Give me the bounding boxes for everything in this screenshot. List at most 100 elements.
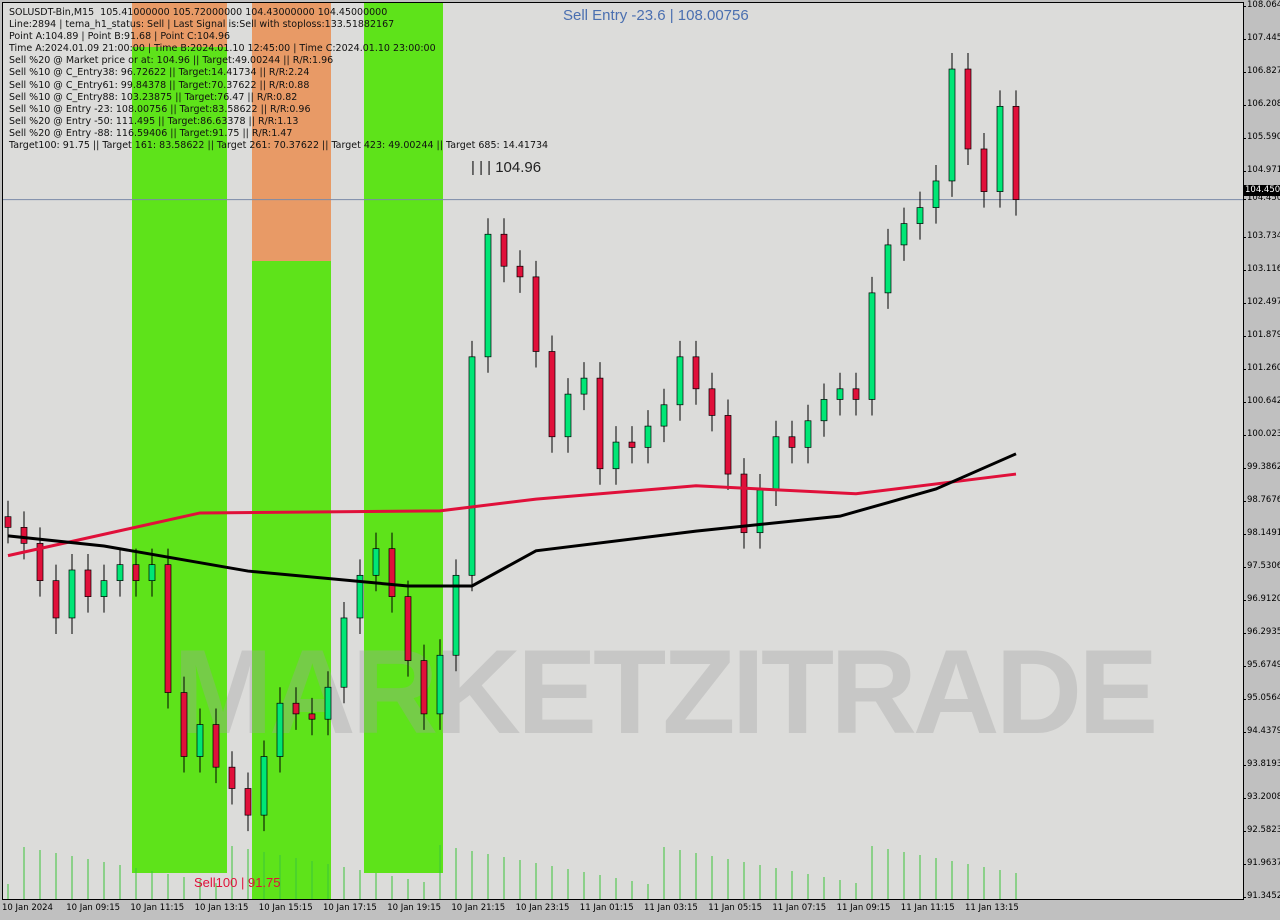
y-tick-label: 91.3452 [1242, 891, 1280, 901]
candle [244, 788, 252, 816]
y-tick-label: 96.2935 [1242, 627, 1280, 637]
candle [692, 356, 700, 390]
candle [1012, 105, 1020, 200]
x-tick-label: 11 Jan 05:15 [708, 903, 763, 913]
candle [420, 660, 428, 715]
candle [196, 724, 204, 757]
candle [756, 489, 764, 534]
signal-band-orange [132, 3, 227, 47]
candle [516, 265, 524, 278]
x-tick-label: 10 Jan 17:15 [323, 903, 377, 913]
candle [388, 548, 396, 597]
x-tick-label: 11 Jan 11:15 [900, 903, 955, 913]
y-tick-label: 100.023 [1242, 429, 1280, 439]
info-line: Target100: 91.75 || Target 161: 83.58622… [9, 140, 549, 152]
candle [84, 569, 92, 597]
candle [900, 223, 908, 246]
info-panel: SOLUSDT-Bin,M15 105.41000000 105.7200000… [9, 7, 548, 152]
candle [708, 388, 716, 416]
price-axis[interactable]: 108.064 107.445 106.827 106.208 105.590 104.9… [1242, 0, 1280, 920]
candle [276, 702, 284, 757]
candle [132, 564, 140, 581]
candle [228, 766, 236, 789]
candle [740, 473, 748, 534]
x-tick-label: 10 Jan 23:15 [515, 903, 570, 913]
y-tick-label: 107.445 [1242, 33, 1280, 43]
x-tick-label: 10 Jan 09:15 [66, 903, 121, 913]
candle [612, 441, 620, 470]
y-tick-label: 93.2008 [1242, 792, 1280, 802]
candle [676, 356, 684, 406]
y-tick-label: 99.3862 [1242, 462, 1280, 472]
y-tick-label: 103.734 [1242, 231, 1280, 241]
candle [452, 574, 460, 656]
candle [532, 276, 540, 352]
x-tick-label: 11 Jan 01:15 [579, 903, 634, 913]
y-tick-label: 101.260 [1242, 363, 1280, 373]
moving-average-red [7, 472, 1017, 558]
candle [596, 377, 604, 470]
y-tick-label: 98.7676 [1242, 495, 1280, 505]
y-tick-label: 95.6749 [1242, 660, 1280, 670]
candle [484, 233, 492, 358]
signal-band-green [364, 3, 443, 873]
x-tick-label: 11 Jan 07:15 [772, 903, 827, 913]
info-line: SOLUSDT-Bin,M15 105.41000000 105.7200000… [9, 7, 388, 18]
y-tick-label: 95.0564 [1242, 693, 1280, 703]
sell100-label: Sell100 | 91.75 [194, 875, 281, 890]
candle [836, 388, 844, 400]
candle [52, 580, 60, 619]
y-tick-label: 104.450 [1242, 193, 1280, 203]
candle [468, 356, 476, 576]
info-line: Sell %10 @ Entry -23: 108.00756 || Targe… [9, 103, 311, 115]
info-line: Sell %10 @ C_Entry88: 103.23875 || Targe… [9, 91, 298, 103]
candle [68, 569, 76, 619]
candle [724, 415, 732, 475]
candle [340, 617, 348, 688]
candle [644, 425, 652, 448]
signal-band-green [132, 47, 227, 873]
candle [868, 292, 876, 400]
candle [564, 393, 572, 438]
watermark: MARKETZITRADE [173, 625, 1158, 759]
candle [100, 580, 108, 597]
candle [436, 654, 444, 715]
x-tick-label: 10 Jan 21:15 [451, 903, 506, 913]
x-tick-label: 10 Jan 11:15 [130, 903, 185, 913]
chart-plot-area[interactable]: MARKETZITRADE SOLUSDT-Bin,M15 105.410000… [2, 2, 1244, 900]
candle [324, 686, 332, 720]
info-line: Time A:2024.01.09 21:00:00 | Time B:2024… [9, 43, 436, 55]
info-line: Sell %10 @ C_Entry38: 96.72622 || Target… [9, 67, 310, 79]
candle [372, 548, 380, 576]
y-tick-label: 100.642 [1242, 396, 1280, 406]
x-tick-label: 10 Jan 13:15 [194, 903, 249, 913]
candle [20, 527, 28, 544]
candle [884, 244, 892, 294]
time-axis[interactable]: 10 Jan 2024 10 Jan 09:15 10 Jan 11:15 10 Ja… [0, 899, 1280, 920]
candle [548, 351, 556, 438]
info-line: Sell %20 @ Market price or at: 104.96 ||… [9, 55, 334, 67]
candle [292, 702, 300, 715]
y-tick-label: 108.064 [1242, 0, 1280, 10]
x-tick-label: 10 Jan 2024 [2, 903, 53, 913]
info-line: Sell %20 @ Entry -50: 111.495 || Target:… [9, 115, 299, 127]
candle [180, 692, 188, 757]
sell-entry-label: Sell Entry -23.6 | 108.00756 [563, 7, 749, 24]
y-tick-label: 103.116 [1242, 264, 1280, 274]
info-line: Sell %10 @ C_Entry61: 99.84378 || Target… [9, 79, 310, 91]
x-tick-label: 10 Jan 15:15 [258, 903, 313, 913]
candle [932, 180, 940, 208]
moving-average-black [7, 452, 1017, 588]
y-tick-label: 94.4379 [1242, 726, 1280, 736]
candle [580, 377, 588, 395]
y-tick-label: 92.5823 [1242, 825, 1280, 835]
candle [260, 756, 268, 816]
point-c-label: | | | 104.96 [471, 159, 542, 176]
candle [36, 542, 44, 581]
y-tick-label: 105.590 [1242, 132, 1280, 142]
candle [500, 233, 508, 267]
candle [628, 441, 636, 448]
candlestick-chart [3, 53, 1243, 899]
candle [852, 388, 860, 400]
candle [308, 713, 316, 720]
